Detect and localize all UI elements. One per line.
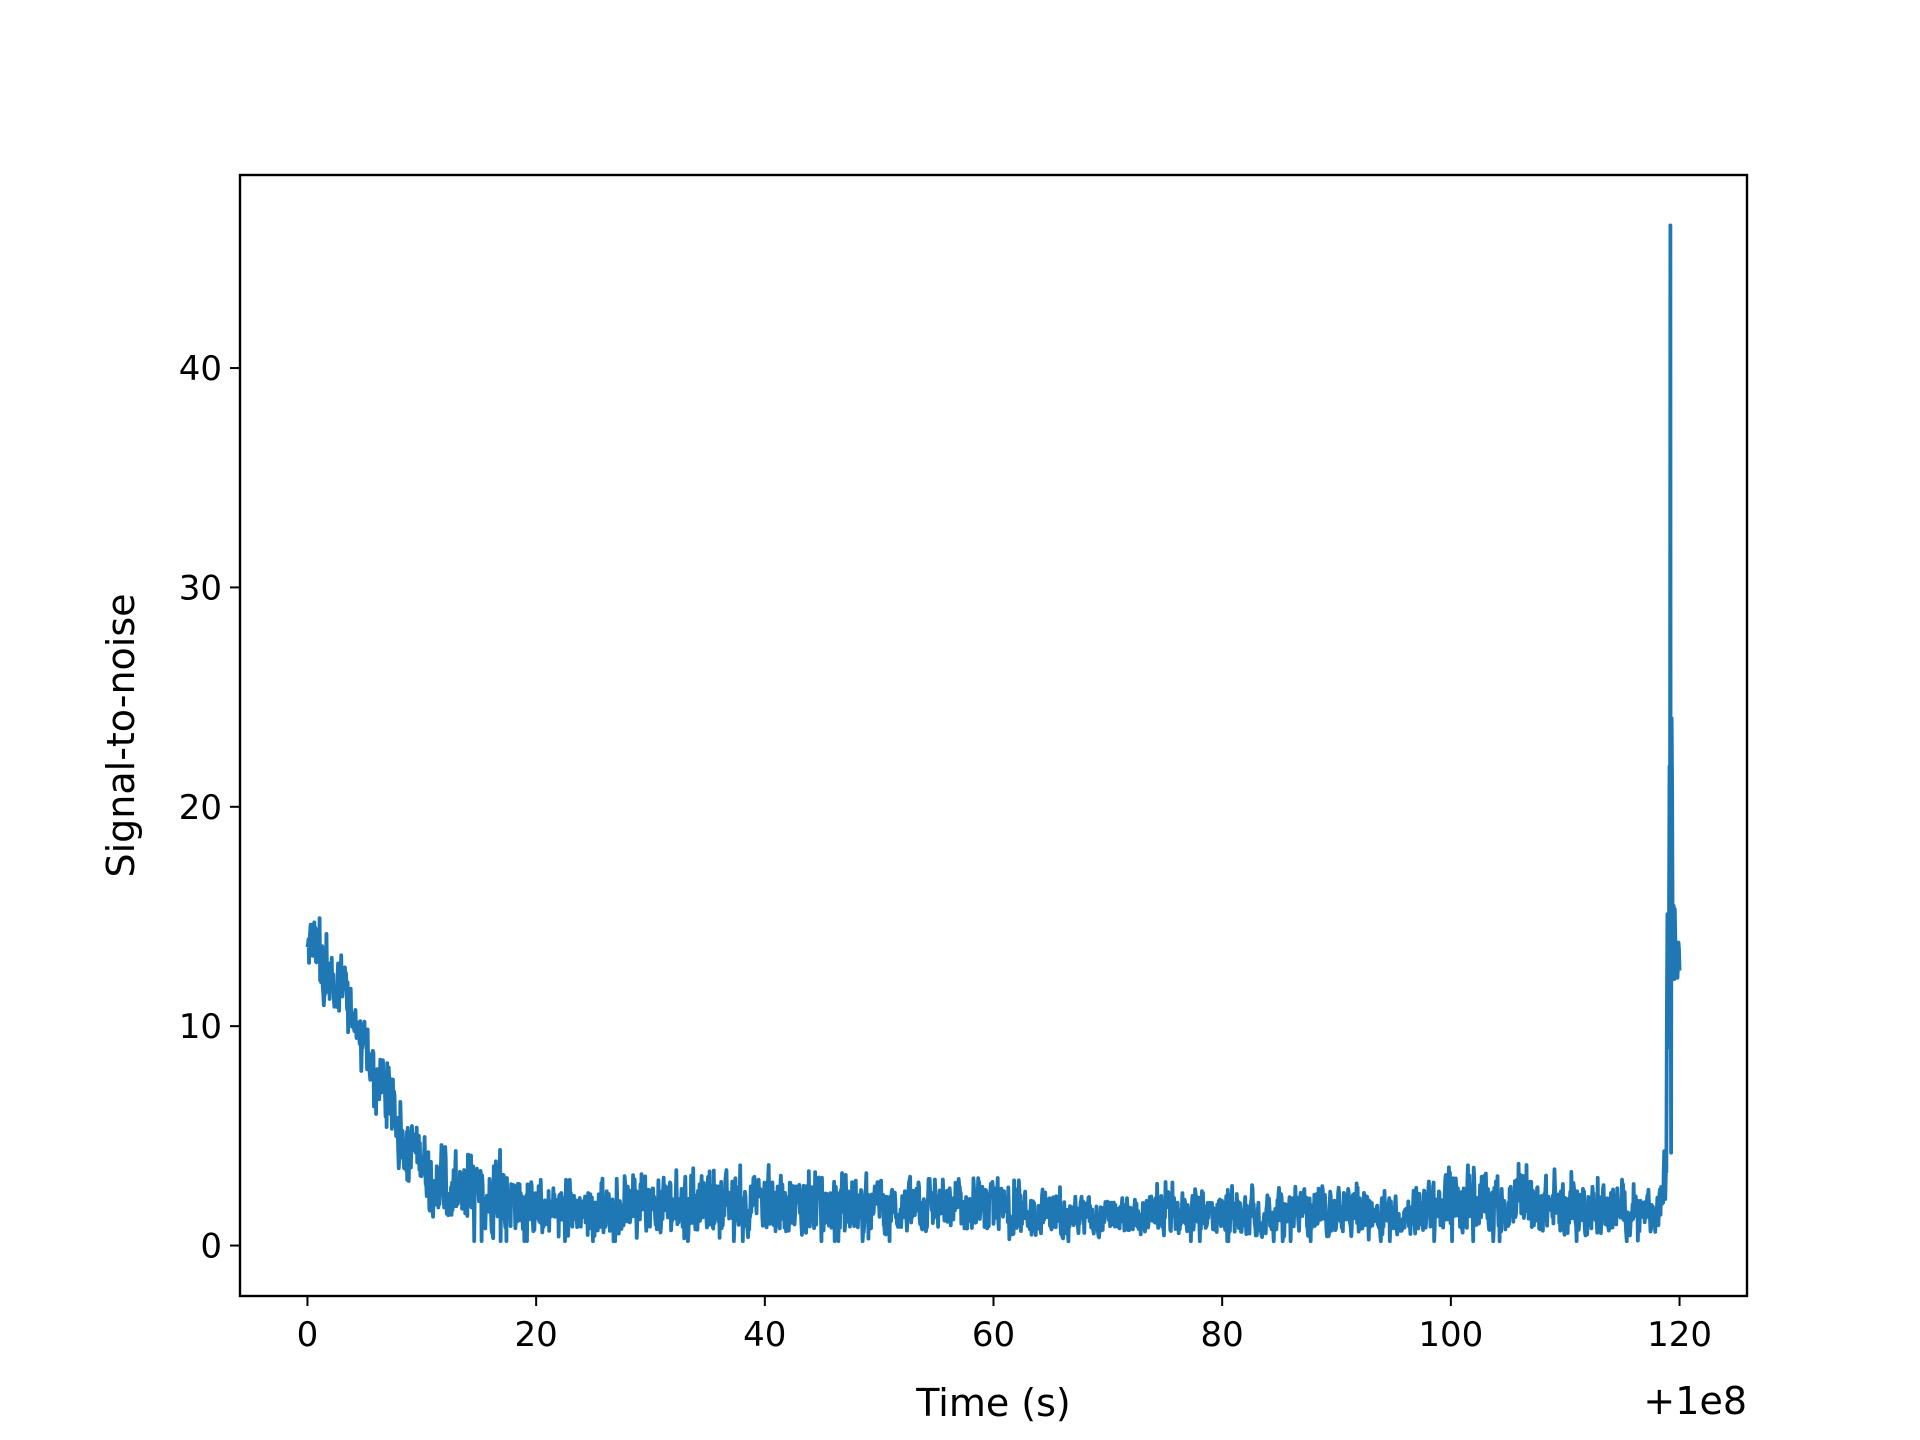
y-tick-label: 10 bbox=[179, 1007, 222, 1047]
y-axis-label: Signal-to-noise bbox=[99, 593, 143, 877]
y-tick-label: 30 bbox=[179, 568, 222, 608]
x-tick-label: 80 bbox=[1201, 1315, 1244, 1355]
y-tick-label: 0 bbox=[200, 1227, 222, 1267]
x-tick-label: 40 bbox=[743, 1315, 786, 1355]
x-tick-label: 20 bbox=[515, 1315, 558, 1355]
plot-frame bbox=[238, 173, 1749, 1298]
x-axis-label: Time (s) bbox=[915, 1381, 1071, 1425]
x-tick-label: 120 bbox=[1647, 1315, 1712, 1355]
ticks-layer: 0 20 40 60 80 100 120 0 10 20 30 40 bbox=[179, 349, 1712, 1355]
x-tick-label: 60 bbox=[972, 1315, 1015, 1355]
x-axis-offset-label: +1e8 bbox=[1643, 1379, 1747, 1423]
snr-series-line bbox=[305, 223, 1682, 1244]
y-tick-label: 40 bbox=[179, 349, 222, 389]
x-tick-label: 100 bbox=[1418, 1315, 1483, 1355]
series-layer bbox=[305, 223, 1682, 1244]
x-tick-label: 0 bbox=[297, 1315, 319, 1355]
y-tick-label: 20 bbox=[179, 788, 222, 828]
